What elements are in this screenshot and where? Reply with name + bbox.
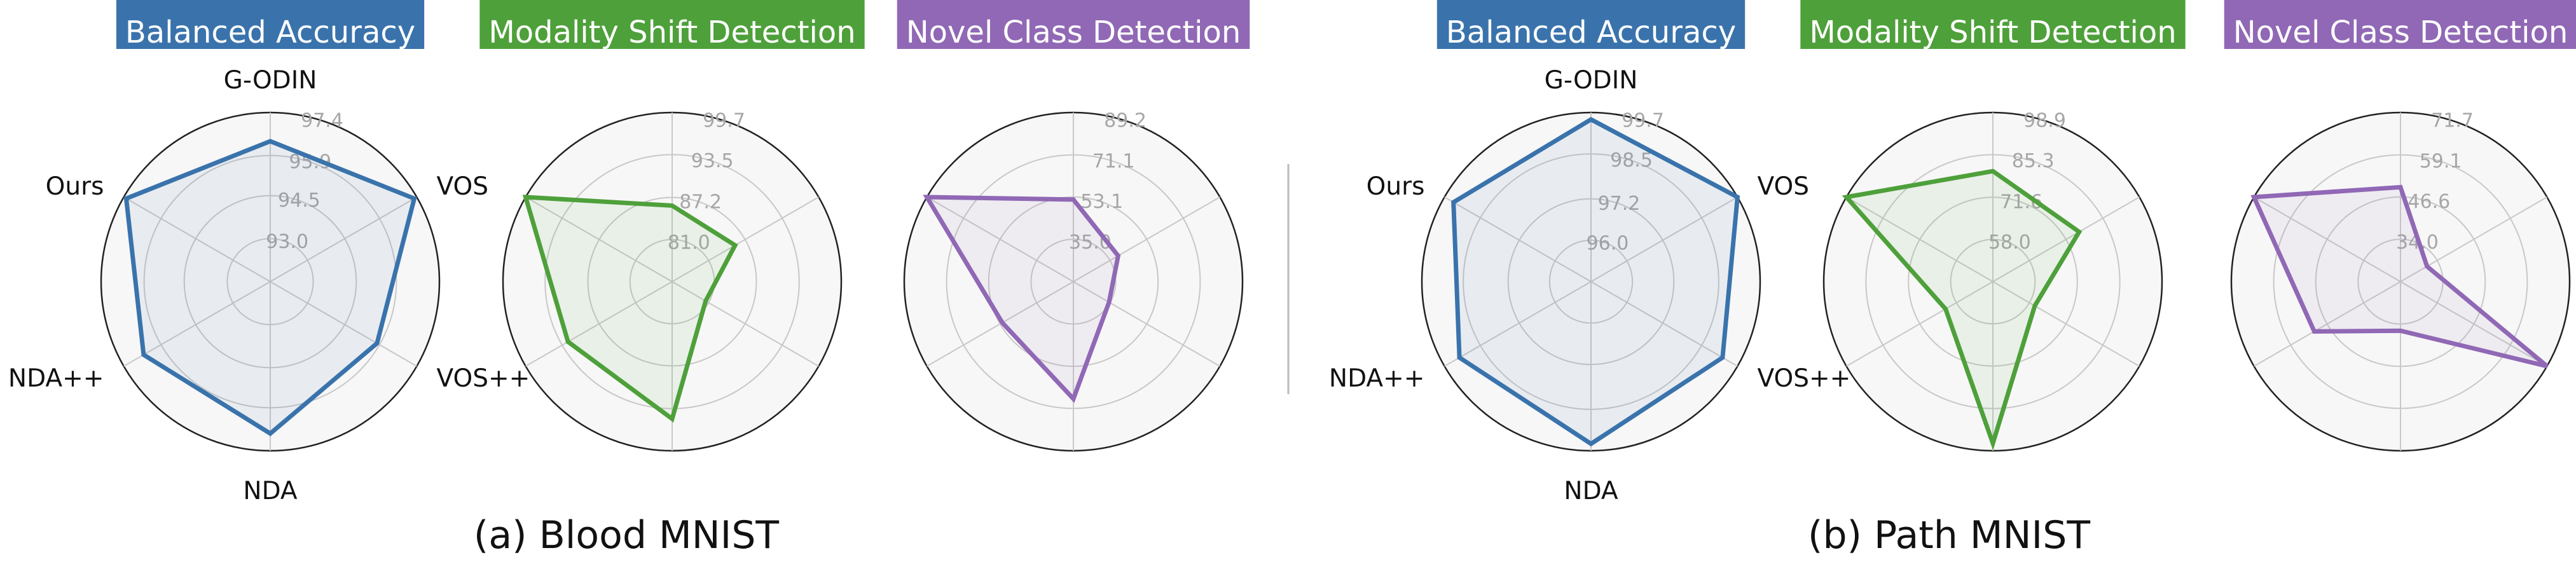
chart-title: Modality Shift Detection — [488, 15, 855, 50]
chart-title: Balanced Accuracy — [1446, 15, 1736, 50]
radar-series-polygon — [123, 139, 417, 437]
radar-axis-label-nda: NDA++ — [1329, 364, 1425, 393]
chart-title-badge: Novel Class Detection — [2224, 0, 2576, 50]
radar-chart-a-blood-mnist-modality-shift-detection: 81.0 87.2 93.5 99.7 Modality Shift Detection — [479, 0, 865, 452]
radar-tick-label: 71.7 — [2431, 109, 2474, 132]
chart-title: Modality Shift Detection — [1809, 15, 2176, 50]
chart-title: Novel Class Detection — [2233, 15, 2568, 50]
radar-chart-a-blood-mnist-balanced-accuracy: 93.094.595.997.4G-ODINVOSVOS++NDANDA++Ou… — [8, 0, 530, 505]
radar-tick-label: 98.5 — [1610, 149, 1653, 172]
radar-axis-label-nda: NDA — [243, 477, 298, 505]
radar-spoke — [1846, 196, 1994, 282]
radar-chart-b-path-mnist-balanced-accuracy: 96.0 97.2 98.5 99.7 G-ODIN VOS VOS++ NDA NDA++ Ou… — [1329, 0, 1850, 505]
chart-title: Balanced Accuracy — [125, 15, 415, 50]
radar-series-polygon — [1842, 168, 2083, 451]
radar-tick-label: 98.9 — [2023, 109, 2066, 132]
radar-spoke — [672, 281, 819, 367]
radar-series-polygon — [923, 195, 1121, 403]
radar-axis-label-ours: Ours — [1367, 172, 1425, 201]
radar-axis-label-nda: NDA++ — [8, 364, 104, 393]
radar-spoke — [1846, 281, 1994, 367]
chart-title-background — [116, 0, 425, 49]
radar-tick-label: 93.5 — [691, 150, 734, 172]
radar-tick-label: 94.5 — [278, 189, 320, 212]
radar-spoke — [525, 281, 673, 367]
radar-spoke — [926, 281, 1074, 367]
radar-spoke — [1444, 196, 1592, 282]
radar-axis-label-vos: VOS — [437, 172, 488, 201]
radar-axis-label-vos: VOS++ — [437, 364, 530, 393]
radar-spoke — [123, 196, 271, 282]
radar-spoke — [1073, 196, 1220, 282]
radar-spoke — [2400, 281, 2547, 367]
radar-spoke — [1073, 281, 1220, 367]
radar-axis-label-ours: Ours — [46, 172, 104, 201]
radar-tick-label: 97.4 — [301, 109, 343, 132]
radar-axis-label-g-odin: G-ODIN — [224, 66, 317, 95]
radar-spoke — [270, 196, 417, 282]
radar-spoke — [1590, 281, 1738, 367]
radar-spoke — [1992, 281, 2140, 367]
chart-title-background — [1800, 0, 2186, 49]
chart-title-background — [1436, 0, 1746, 49]
caption-path-mnist: (b) Path MNIST — [1808, 513, 2090, 558]
radar-tick-label: 81.0 — [668, 231, 710, 254]
radar-spoke — [123, 281, 271, 367]
radar-spoke — [1992, 196, 2140, 282]
radar-spoke — [1590, 196, 1738, 282]
radar-tick-label: 53.1 — [1080, 191, 1123, 213]
radar-tick-label: 46.6 — [2407, 191, 2450, 213]
radar-series-polygon — [2250, 184, 2549, 369]
chart-title-badge: Novel Class Detection — [897, 0, 1250, 50]
radar-spoke — [2400, 196, 2547, 282]
radar-tick-label: 97.2 — [1598, 193, 1641, 215]
radar-spoke — [1444, 281, 1592, 367]
radar-axis-label-nda: NDA — [1564, 477, 1618, 505]
radar-tick-label: 59.1 — [2420, 150, 2462, 172]
caption-blood-mnist: (a) Blood MNIST — [474, 513, 779, 558]
chart-title-background — [2224, 0, 2576, 49]
radar-spoke — [2254, 281, 2401, 367]
radar-spoke — [270, 281, 417, 367]
radar-axis-label-vos: VOS — [1758, 172, 1809, 201]
radar-tick-label: 87.2 — [679, 191, 722, 214]
chart-title-badge: Modality Shift Detection — [479, 0, 865, 50]
chart-title-badge: Modality Shift Detection — [1800, 0, 2186, 50]
chart-title-background — [479, 0, 865, 49]
radar-spoke — [672, 196, 819, 282]
radar-tick-label: 96.0 — [1587, 232, 1629, 254]
radar-series-polygon — [522, 195, 738, 423]
radar-tick-label: 58.0 — [1988, 231, 2031, 254]
radar-axis-label-g-odin: G-ODIN — [1545, 66, 1638, 95]
radar-tick-label: 85.3 — [2012, 150, 2055, 172]
radar-charts: 93.094.595.997.4G-ODINVOSVOS++NDANDA++Ou… — [8, 0, 2576, 505]
radar-spoke — [926, 196, 1074, 282]
radar-spoke — [525, 196, 673, 282]
radar-tick-label: 93.0 — [266, 231, 308, 253]
chart-title: Novel Class Detection — [906, 15, 1241, 50]
radar-series-polygon — [1451, 116, 1740, 447]
radar-axis-label-vos: VOS++ — [1758, 364, 1851, 393]
radar-tick-label: 89.2 — [1104, 109, 1147, 132]
radar-tick-label: 71.1 — [1092, 150, 1135, 172]
chart-title-badge: Balanced Accuracy — [1436, 0, 1746, 50]
radar-spoke — [2254, 196, 2401, 282]
radar-tick-label: 99.7 — [703, 109, 745, 132]
radar-tick-label: 99.7 — [1622, 109, 1664, 132]
chart-title-badge: Balanced Accuracy — [116, 0, 425, 50]
chart-title-background — [897, 0, 1250, 49]
